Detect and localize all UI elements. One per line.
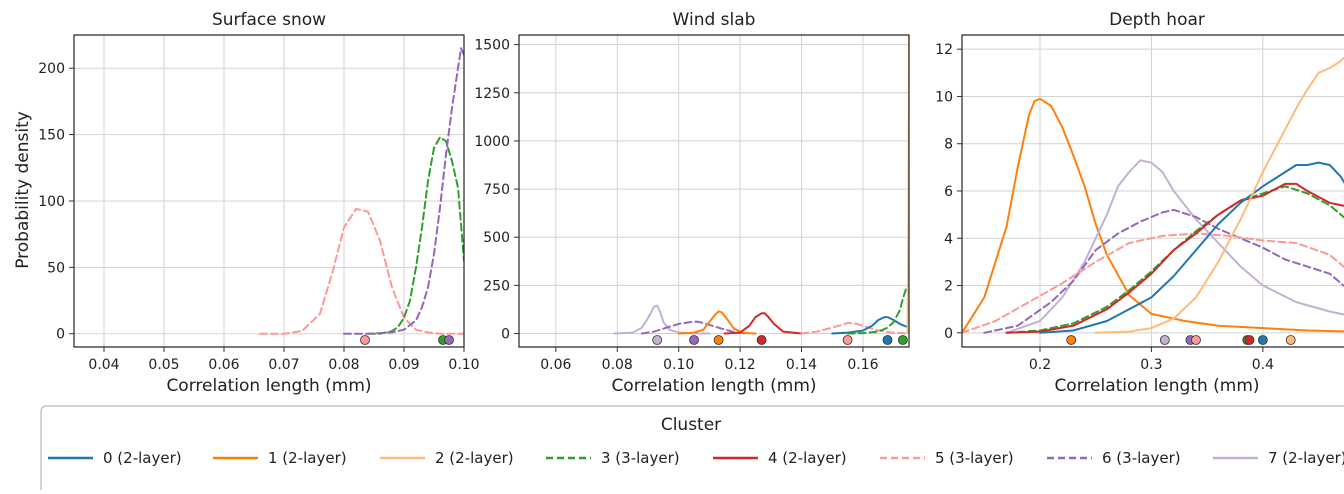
legend-label-6: 6 (3-layer) xyxy=(1102,449,1181,467)
y-tick-label: 200 xyxy=(38,61,65,77)
series-line-cluster-0 xyxy=(831,316,909,335)
series-line-cluster-4 xyxy=(1005,182,1344,334)
y-tick-label: 750 xyxy=(483,182,510,198)
median-marker-cluster-5 xyxy=(1191,335,1201,345)
y-tick-label: 250 xyxy=(483,278,510,294)
chart-panels: 0.04 0.05 0.06 0.07 0.08 0.09 0.10050100150200… xyxy=(38,10,1344,396)
y-tick-label: 100 xyxy=(38,194,65,210)
series-line-cluster-2 xyxy=(1094,56,1344,334)
axes-frame xyxy=(518,34,910,348)
legend-label-2: 2 (2-layer) xyxy=(435,449,514,467)
series-line-cluster-4 xyxy=(723,312,803,335)
series-line-cluster-6 xyxy=(640,320,748,335)
series-group xyxy=(613,35,909,335)
panel-2: 0.2 0.3 0.4 0 2 4 6 8 10 12 Depth hoar Correlation … xyxy=(935,10,1344,396)
y-tick-label: 10 xyxy=(935,89,953,105)
series-group xyxy=(259,47,464,335)
panel-title: Depth hoar xyxy=(1109,10,1205,30)
y-tick-label: 1500 xyxy=(474,38,510,54)
panel-1: 0.06 0.08 0.10 0.12 0.14 0.16 0 250 500 750 1000 12… xyxy=(474,10,910,396)
y-tick-label: 0 xyxy=(56,327,65,343)
x-tick-label: 0.08 xyxy=(602,357,633,373)
series-line-cluster-1 xyxy=(677,310,757,335)
median-marker-cluster-1 xyxy=(713,335,724,345)
median-marker-cluster-5 xyxy=(360,335,370,345)
y-tick-label: 500 xyxy=(483,230,510,246)
median-marker-cluster-6 xyxy=(689,335,699,345)
median-marker-cluster-6 xyxy=(444,335,454,345)
series-line-cluster-3 xyxy=(1005,185,1344,334)
axes-frame xyxy=(961,34,1344,348)
legend-label-4: 4 (2-layer) xyxy=(768,449,847,467)
series-group xyxy=(962,56,1344,334)
series-line-cluster-3 xyxy=(846,284,909,335)
series-line-cluster-3 xyxy=(367,136,464,335)
series-line-cluster-5 xyxy=(800,321,909,335)
y-tick-label: 4 xyxy=(944,231,953,247)
y-tick-label: 50 xyxy=(47,260,65,276)
x-tick-label: 0.05 xyxy=(148,357,179,373)
x-tick-label: 0.06 xyxy=(540,357,571,373)
x-tick-label: 0.4 xyxy=(1252,357,1274,373)
x-tick-label: 0.2 xyxy=(1029,357,1051,373)
legend-label-0: 0 (2-layer) xyxy=(103,449,182,467)
median-marker-cluster-5 xyxy=(842,335,853,345)
series-line-cluster-5 xyxy=(259,207,464,335)
series-line-cluster-7 xyxy=(1005,159,1344,334)
legend: Cluster 0 (2-layer) 1 (2-layer) 2 (2-layer… xyxy=(40,405,1344,494)
y-tick-label: 12 xyxy=(935,42,953,58)
y-tick-label: 0 xyxy=(944,326,953,342)
x-tick-label: 0.08 xyxy=(328,357,359,373)
y-tick-label: 0 xyxy=(501,327,510,343)
median-marker-cluster-2 xyxy=(1285,335,1296,345)
median-marker-cluster-7 xyxy=(652,335,663,345)
y-tick-label: 1000 xyxy=(474,134,510,150)
series-line-cluster-7 xyxy=(613,304,711,335)
median-marker-cluster-0 xyxy=(882,335,893,345)
median-marker-cluster-0 xyxy=(1257,335,1268,345)
median-marker-cluster-1 xyxy=(1066,335,1077,345)
x-tick-label: 0.10 xyxy=(663,357,694,373)
y-tick-label: 1250 xyxy=(474,86,510,102)
y-tick-label: 150 xyxy=(38,128,65,144)
panel-title: Wind slab xyxy=(673,10,756,30)
legend-label-7: 7 (2-layer) xyxy=(1268,449,1344,467)
legend-label-5: 5 (3-layer) xyxy=(935,449,1014,467)
median-marker-cluster-7 xyxy=(1159,335,1170,345)
y-axis-label: Probability density xyxy=(13,111,33,269)
series-line-cluster-6 xyxy=(343,47,464,335)
axes-frame xyxy=(73,34,465,348)
series-line-cluster-1 xyxy=(962,97,1344,334)
x-axis-label: Correlation length (mm) xyxy=(166,376,371,396)
x-tick-label: 0.04 xyxy=(88,357,119,373)
legend-items: 0 (2-layer) 1 (2-layer) 2 (2-layer) 3 (3-la… xyxy=(48,449,1344,467)
legend-title: Cluster xyxy=(661,415,721,435)
x-axis-label: Correlation length (mm) xyxy=(1054,376,1259,396)
series-line-cluster-0 xyxy=(1039,161,1344,334)
legend-label-3: 3 (3-layer) xyxy=(601,449,680,467)
y-tick-label: 6 xyxy=(944,184,953,200)
x-tick-label: 0.07 xyxy=(268,357,299,373)
median-marker-cluster-4 xyxy=(1244,335,1255,345)
x-tick-label: 0.14 xyxy=(786,357,817,373)
x-tick-label: 0.10 xyxy=(448,357,479,373)
legend-frame xyxy=(40,405,1344,494)
x-tick-label: 0.3 xyxy=(1140,357,1162,373)
legend-label-1: 1 (2-layer) xyxy=(268,449,347,467)
y-tick-label: 2 xyxy=(944,279,953,295)
x-tick-label: 0.09 xyxy=(388,357,419,373)
y-tick-label: 8 xyxy=(944,137,953,153)
median-marker-cluster-3 xyxy=(897,335,908,345)
series-line-cluster-5 xyxy=(962,232,1344,334)
series-line-cluster-6 xyxy=(983,208,1344,334)
x-tick-label: 0.16 xyxy=(847,357,878,373)
panel-title: Surface snow xyxy=(212,10,326,30)
x-tick-label: 0.12 xyxy=(725,357,756,373)
x-tick-label: 0.06 xyxy=(208,357,239,373)
panel-0: 0.04 0.05 0.06 0.07 0.08 0.09 0.10 0 50 100 150 200… xyxy=(38,10,479,396)
x-axis-label: Correlation length (mm) xyxy=(611,376,816,396)
median-marker-cluster-4 xyxy=(756,335,767,345)
